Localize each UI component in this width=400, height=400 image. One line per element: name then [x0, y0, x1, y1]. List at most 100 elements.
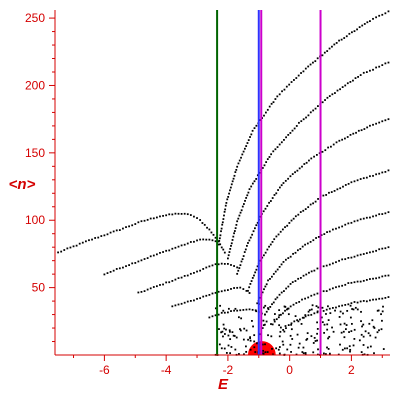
data-point — [218, 237, 221, 240]
data-point — [381, 13, 384, 16]
data-point — [325, 313, 327, 315]
data-point — [296, 319, 299, 322]
data-point — [264, 285, 267, 288]
data-point — [308, 271, 310, 274]
data-point — [231, 239, 234, 241]
data-point — [226, 198, 229, 201]
data-point — [353, 301, 356, 303]
data-point — [290, 322, 293, 325]
data-point — [292, 252, 294, 255]
data-point — [251, 233, 254, 236]
data-point — [241, 205, 244, 208]
data-point — [372, 123, 374, 126]
data-point — [295, 125, 298, 127]
data-point — [304, 315, 307, 318]
data-point — [362, 344, 365, 346]
data-point — [137, 260, 140, 263]
data-point — [349, 304, 352, 307]
data-point — [284, 179, 287, 182]
data-point — [301, 245, 304, 248]
data-point — [249, 336, 251, 339]
data-point — [335, 306, 337, 309]
data-point — [328, 95, 331, 97]
data-point — [75, 244, 78, 247]
data-point — [294, 315, 297, 318]
data-point — [289, 305, 292, 308]
data-point — [378, 14, 381, 17]
data-point — [268, 105, 271, 108]
data-point — [134, 262, 137, 264]
data-point — [220, 246, 223, 249]
data-point — [236, 220, 239, 223]
data-point — [180, 213, 183, 215]
data-point — [189, 241, 192, 243]
data-point — [278, 143, 281, 146]
data-point — [323, 51, 326, 54]
data-point — [81, 241, 84, 244]
data-point — [291, 281, 294, 284]
data-point — [328, 263, 331, 266]
data-point — [277, 348, 280, 351]
data-point — [278, 293, 281, 296]
data-point — [276, 268, 279, 271]
data-point — [196, 297, 198, 300]
data-point — [325, 290, 328, 292]
data-point — [60, 250, 63, 253]
data-point — [347, 282, 350, 284]
data-point — [271, 197, 274, 199]
data-point — [359, 178, 362, 180]
data-point — [387, 211, 390, 214]
data-point — [323, 331, 326, 334]
data-point — [231, 180, 234, 183]
data-point — [137, 291, 140, 294]
data-point — [245, 345, 247, 348]
data-point — [360, 310, 362, 313]
data-point — [246, 194, 249, 197]
data-point — [344, 283, 347, 286]
data-point — [381, 297, 384, 300]
data-point — [349, 133, 352, 136]
data-point — [208, 228, 211, 231]
data-point — [349, 348, 352, 351]
data-point — [351, 31, 353, 34]
data-point — [331, 45, 333, 48]
data-point — [88, 239, 90, 242]
data-point — [218, 239, 221, 242]
data-point — [268, 201, 270, 204]
data-point — [256, 221, 259, 224]
data-point — [249, 337, 251, 340]
data-point — [387, 118, 390, 121]
data-point — [118, 267, 121, 270]
data-point — [155, 216, 158, 219]
data-point — [350, 256, 353, 259]
data-point — [272, 273, 275, 275]
data-point — [165, 249, 168, 252]
data-point — [321, 306, 324, 309]
data-point — [338, 305, 340, 308]
data-point — [242, 309, 245, 311]
data-point — [360, 129, 363, 132]
data-point — [304, 314, 307, 316]
data-point — [239, 309, 242, 312]
data-point — [300, 120, 303, 123]
data-point — [63, 249, 66, 251]
data-point — [264, 351, 267, 354]
data-point — [350, 281, 353, 284]
data-point — [247, 338, 249, 341]
data-point — [263, 306, 265, 309]
data-point — [350, 221, 353, 224]
data-point — [214, 314, 217, 317]
data-point — [261, 291, 264, 294]
x-axis-label: E — [218, 376, 229, 393]
data-point — [229, 338, 232, 341]
data-point — [339, 310, 342, 313]
data-point — [341, 284, 344, 287]
data-point — [321, 321, 324, 324]
vertical-lines — [216, 10, 322, 355]
data-point — [262, 210, 265, 213]
data-point — [287, 177, 290, 180]
data-point — [223, 214, 225, 217]
data-point — [326, 50, 329, 52]
data-point — [57, 251, 59, 254]
data-point — [382, 305, 384, 308]
